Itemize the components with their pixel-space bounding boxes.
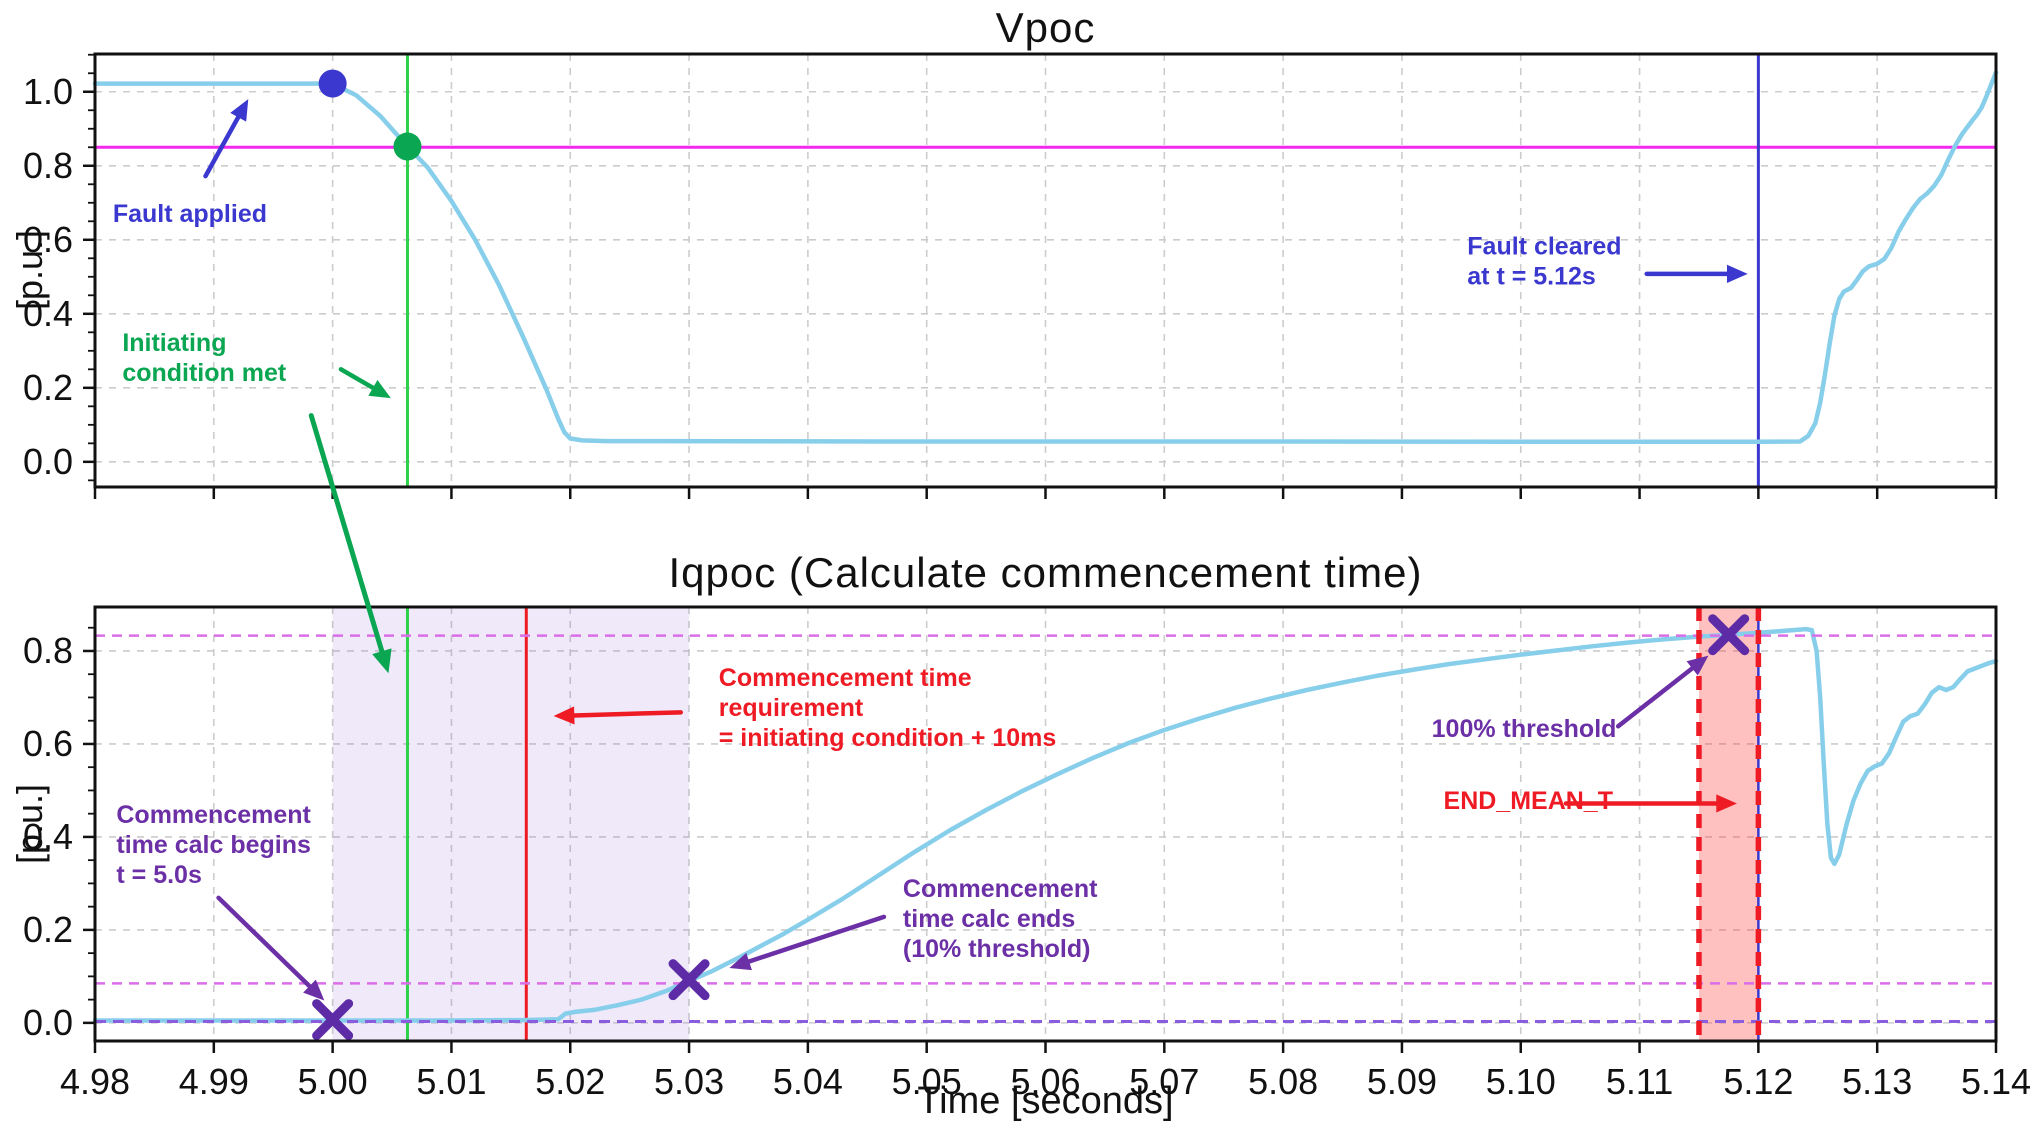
end-mean-window-region — [1698, 607, 1759, 1041]
y-tick-label: 0.4 — [22, 292, 73, 334]
threshold-100pct-label-arrow-shaft — [1615, 666, 1695, 729]
y-tick-label: 0.0 — [22, 1001, 73, 1043]
x-tick-label: 5.02 — [535, 1061, 606, 1102]
iqpoc-title: Iqpoc (Calculate commencement time) — [668, 549, 1423, 596]
x-tick-label: 5.03 — [654, 1061, 725, 1102]
x-tick-label: 5.12 — [1723, 1061, 1794, 1102]
initiating-condition-label-line: Initiating — [122, 329, 226, 357]
threshold-100pct-point-stroke — [1708, 614, 1750, 656]
iqpoc-curve — [92, 626, 1999, 1023]
y-tick-label: 0.2 — [22, 908, 73, 950]
fault-applied-point — [318, 69, 347, 98]
x-tick-label: 5.11 — [1605, 1061, 1674, 1102]
y-tick-label: 0.4 — [22, 815, 73, 857]
calc-ends-point — [668, 959, 710, 1001]
calc-ends-point-stroke — [668, 959, 710, 1001]
x-tick-label: 5.09 — [1366, 1061, 1437, 1102]
x-tick-label: 5.07 — [1129, 1061, 1200, 1102]
fault-applied-label-arrow-shaft — [203, 114, 241, 179]
requirement-label-arrow — [553, 706, 683, 725]
requirement-label-line: = initiating condition + 10ms — [719, 724, 1057, 752]
x-tick-label: 5.14 — [1960, 1061, 2032, 1102]
threshold-100pct-point — [1708, 614, 1750, 656]
calc-begins-label-arrow — [216, 895, 325, 1001]
requirement-label-line: Commencement time — [719, 664, 972, 692]
requirement-label-arrow-head — [553, 706, 575, 725]
end-mean-t-label-arrow — [1563, 794, 1737, 813]
threshold-100pct-label-line: 100% threshold — [1432, 715, 1617, 743]
initiating-condition-label-arrow — [338, 367, 391, 399]
y-tick-label: 0.8 — [22, 629, 73, 671]
x-tick-label: 5.13 — [1842, 1061, 1913, 1102]
y-tick-label: 0.6 — [22, 722, 73, 764]
calc-ends-label-arrow — [729, 914, 887, 971]
x-tick-label: 5.00 — [297, 1061, 368, 1102]
calc-ends-label-arrow-shaft — [746, 914, 887, 964]
x-tick-label: 5.05 — [891, 1061, 962, 1102]
x-tick-label: 5.06 — [1010, 1061, 1081, 1102]
fault-applied-label-line: Fault applied — [113, 200, 267, 228]
y-tick-label: 0.8 — [22, 144, 73, 186]
calc-ends-label-arrow-head — [729, 952, 752, 971]
vpoc-title: Vpoc — [995, 4, 1096, 51]
calc-begins-label-line: Commencement — [116, 801, 311, 829]
initiating-condition-link-arrow — [308, 413, 392, 674]
threshold-100pct-label-arrow — [1615, 655, 1709, 729]
x-tick-label: 5.04 — [772, 1061, 843, 1102]
calc-begins-point — [312, 999, 354, 1041]
calc-ends-label-line: (10% threshold) — [903, 935, 1091, 963]
end-mean-t-label-arrow-head — [1716, 794, 1737, 813]
y-tick-label: 0.0 — [22, 440, 73, 482]
x-tick-label: 5.01 — [416, 1061, 487, 1102]
end-mean-t-label-line: END_MEAN_T — [1444, 787, 1613, 815]
calc-begins-label-line: t = 5.0s — [116, 861, 201, 889]
y-tick-label: 1.0 — [22, 70, 73, 112]
initiating-condition-point — [393, 132, 422, 161]
fault-applied-label-arrow-head — [230, 99, 249, 122]
x-tick-label: 5.10 — [1485, 1061, 1556, 1102]
initiating-condition-label-line: condition met — [122, 359, 287, 387]
calc-ends-label-line: time calc ends — [903, 905, 1075, 933]
requirement-label-line: requirement — [719, 694, 864, 722]
vpoc-curve — [92, 70, 1999, 445]
x-tick-label: 4.99 — [178, 1061, 249, 1102]
threshold-100pct-label: 100% threshold — [1432, 655, 1709, 743]
end-mean-t-label: END_MEAN_T — [1444, 787, 1737, 815]
calc-begins-point-stroke — [312, 999, 354, 1041]
time-xlabel: Time [seconds] — [917, 1080, 1174, 1122]
calc-ends-label-line: Commencement — [903, 875, 1098, 903]
initiating-condition-link-arrow-head — [372, 648, 392, 674]
fault-cleared-label-line: at t = 5.12s — [1467, 263, 1596, 291]
calc-begins-label-line: time calc begins — [116, 831, 311, 859]
calc-window-region — [332, 607, 690, 1041]
x-tick-label: 5.08 — [1248, 1061, 1319, 1102]
fault-applied-label-arrow — [203, 99, 249, 179]
y-tick-label: 0.6 — [22, 218, 73, 260]
x-tick-label: 4.98 — [59, 1061, 131, 1102]
initiating-condition-label-arrow-head — [368, 379, 391, 399]
y-tick-label: 0.2 — [22, 366, 73, 408]
requirement-label-arrow-shaft — [572, 710, 683, 718]
fault-cleared-label-arrow-head — [1726, 264, 1748, 283]
threshold-100pct-label-arrow-head — [1686, 655, 1709, 676]
calc-begins-label-arrow-head — [303, 979, 325, 1001]
calc-begins-label-arrow-shaft — [216, 895, 312, 989]
fault-cleared-label-line: Fault cleared — [1467, 233, 1621, 261]
fault-cleared-label-arrow — [1644, 264, 1748, 283]
fault-applied-label: Fault applied — [113, 99, 267, 228]
initiating-condition-link-arrow-shaft — [308, 413, 385, 654]
initiating-condition-label-arrow-shaft — [338, 367, 376, 391]
